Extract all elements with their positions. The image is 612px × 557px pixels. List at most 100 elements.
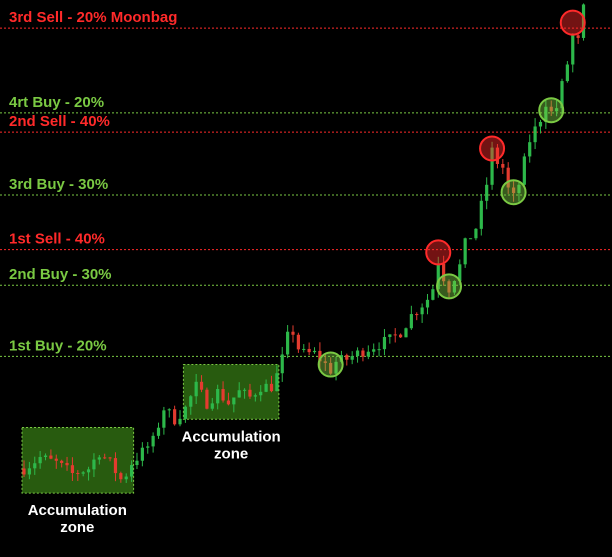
candle-body [130, 465, 134, 477]
buy-level-label: 3rd Buy - 30% [9, 176, 108, 193]
candle-body [463, 238, 467, 265]
zone-label-line2: zone [60, 519, 94, 536]
candle-body [167, 409, 171, 411]
candle-body [533, 126, 537, 143]
accumulation-zone-box [182, 364, 280, 420]
candle-body [124, 476, 128, 480]
candle-body [286, 331, 290, 355]
candle-body [501, 163, 505, 168]
candle-body [307, 348, 311, 353]
candle-body [76, 473, 80, 475]
candle-body [549, 106, 553, 112]
markers-layer [317, 9, 586, 378]
candle-body [226, 400, 231, 405]
candle-body [49, 455, 53, 459]
zone-label-line1: Accumulation [28, 502, 127, 519]
sell-level-label: 2nd Sell - 40% [9, 113, 110, 130]
candle-body [511, 187, 516, 194]
candle-body [329, 362, 333, 374]
candle-body [253, 395, 257, 397]
candle-body [97, 457, 101, 460]
buy-level-label: 1st Buy - 20% [9, 337, 107, 354]
candle-body [565, 64, 569, 82]
candle-body [221, 388, 225, 401]
buy-marker [317, 351, 344, 378]
zone-label-line2: zone [214, 445, 248, 462]
candle-body [43, 455, 48, 458]
candle-body [296, 334, 300, 350]
buy-marker [436, 273, 463, 300]
candle-body [264, 383, 268, 392]
candle-body [468, 238, 473, 240]
candle-body [173, 409, 177, 425]
candle-body [420, 307, 424, 315]
candle-body [65, 462, 69, 466]
candle-body [119, 473, 123, 480]
candle-body [436, 263, 440, 290]
candle-body [318, 350, 322, 362]
candle-body [442, 263, 446, 282]
candle-body [431, 289, 435, 300]
candle-body [355, 350, 360, 357]
buy-marker [538, 97, 565, 124]
candle-body [27, 468, 31, 475]
candle-body [560, 81, 564, 109]
candle-body [151, 435, 155, 447]
candle-body [275, 373, 279, 392]
candle-body [474, 228, 478, 239]
candles-layer [22, 3, 586, 483]
candle-body [538, 121, 543, 127]
candle-body [479, 200, 483, 229]
sell-level-label: 3rd Sell - 20% Moonbag [9, 9, 177, 26]
candle-body [70, 465, 75, 474]
candle-body [404, 328, 408, 338]
candle-body [334, 361, 338, 374]
candle-body [517, 184, 521, 194]
candle-body [452, 280, 456, 293]
candle-body [205, 389, 209, 409]
candle-body [522, 156, 526, 185]
candle-body [506, 167, 510, 188]
candle-body [54, 458, 58, 461]
candle-body [382, 336, 387, 350]
candle-body [38, 457, 42, 464]
candle-body [490, 147, 494, 185]
candle-body [280, 354, 284, 374]
candle-body [216, 388, 220, 404]
candle-body [302, 348, 306, 350]
candle-body [242, 389, 247, 391]
candle-body [269, 383, 274, 392]
candle-body [162, 410, 166, 428]
candle-body [544, 106, 548, 122]
candle-body [409, 314, 413, 329]
candle-body [199, 381, 204, 390]
sell-marker [479, 135, 506, 162]
candle-body [571, 35, 575, 65]
buy-level-label: 4rt Buy - 20% [9, 94, 104, 111]
candle-body [248, 389, 252, 397]
candle-body [345, 355, 349, 360]
levels-layer [0, 27, 612, 357]
candle-body [103, 457, 107, 459]
candle-body [92, 459, 96, 470]
candle-body [576, 35, 580, 38]
candle-body [350, 356, 354, 360]
candle-body [210, 403, 214, 409]
candle-body [312, 350, 317, 353]
candle-body [189, 396, 193, 407]
sell-level-label: 1st Sell - 40% [9, 231, 105, 248]
candle-body [388, 334, 392, 337]
candle-body [259, 391, 263, 396]
candle-body [581, 4, 586, 38]
candle-body [415, 314, 419, 316]
candle-body [81, 472, 85, 474]
candle-body [393, 334, 397, 336]
sell-marker [425, 239, 452, 266]
candle-body [495, 147, 500, 164]
candle-body [108, 457, 112, 459]
buy-marker [500, 179, 527, 206]
candle-body [291, 331, 295, 335]
candle-body [146, 446, 150, 448]
